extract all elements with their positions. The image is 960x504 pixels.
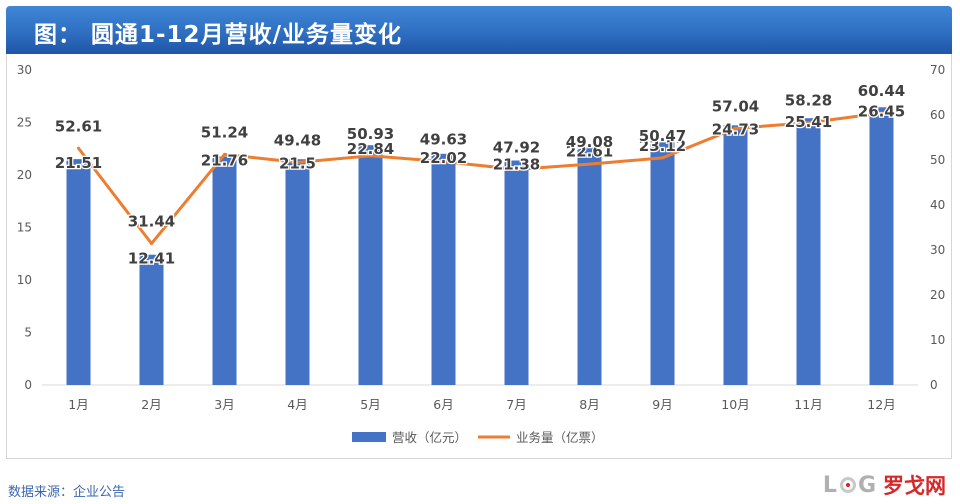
x-tick-label: 4月 [287,397,307,412]
bar [504,160,529,385]
x-tick-label: 7月 [506,397,526,412]
logo-o-icon [839,477,856,493]
bar-value-label: 22.84 [347,140,394,158]
bar-value-label: 21.38 [493,156,540,174]
line-value-label: 47.92 [493,138,540,156]
line-value-label: 49.48 [274,131,321,149]
y-left-tick-label: 0 [24,378,32,392]
bar [66,159,91,385]
y-right-tick-label: 50 [930,153,945,167]
line-point [661,156,664,160]
bar [650,142,675,385]
y-right-tick-label: 30 [930,243,945,257]
y-right-tick-label: 60 [930,108,945,122]
y-left-tick-label: 25 [17,116,32,130]
line-value-label: 51.24 [201,123,248,141]
series-line [77,111,883,246]
line-point [296,160,299,164]
line-point [588,162,591,166]
legend-line-label: 业务量（亿票） [516,430,604,445]
bar-value-label: 25.41 [785,113,832,131]
bar-value-label: 22.02 [420,149,467,167]
line-value-label: 50.47 [639,127,686,145]
x-tick-label: 6月 [433,397,453,412]
x-tick-label: 9月 [652,397,672,412]
bar [577,147,602,385]
y-right-tick-label: 20 [930,288,945,302]
line-point [150,242,153,246]
bar-value-label: 23.12 [639,137,686,155]
y-right-tick-label: 40 [930,198,945,212]
line-value-label: 49.08 [566,133,613,151]
y-left-tick-label: 5 [24,326,32,340]
bar [212,156,237,385]
line-value-label: 52.61 [55,117,102,135]
logo-letter-l: L [822,472,838,498]
y-right-tick-label: 0 [930,378,938,392]
line-point [734,126,737,130]
bar [431,153,456,385]
x-tick-label: 11月 [794,397,822,412]
bar [796,118,821,385]
x-tick-label: 8月 [579,397,599,412]
bar-value-label: 21.76 [201,152,248,170]
bar [869,107,894,386]
bar [139,254,164,385]
line-value-label: 50.93 [347,125,394,143]
logo: L G 罗戈网 [823,470,946,500]
line-value-label: 60.44 [858,82,905,100]
line-point [442,160,445,164]
line-value-label: 57.04 [712,97,759,115]
line-point [515,167,518,171]
y-right-tick-label: 10 [930,333,945,347]
line-point [223,152,226,156]
y-left-tick-label: 10 [17,273,32,287]
x-tick-label: 10月 [721,397,749,412]
bar [285,159,310,385]
y-left-tick-label: 20 [17,168,32,182]
bar [358,145,383,385]
bar-value-label: 12.41 [128,250,175,268]
line-value-label: 31.44 [128,213,175,231]
line-value-label: 58.28 [785,92,832,110]
y-left-tick-label: 30 [17,63,32,77]
bar-value-label: 26.45 [858,102,905,120]
bar-value-label: 22.61 [566,143,613,161]
logo-latin: L G [823,473,877,498]
x-tick-label: 1月 [68,397,88,412]
line-point [880,111,883,115]
x-tick-label: 3月 [214,397,234,412]
x-tick-label: 5月 [360,397,380,412]
y-left-tick-label: 15 [17,221,32,235]
bar-value-label: 24.73 [712,120,759,138]
chart-frame [6,54,952,459]
line-point [369,154,372,158]
legend-bar-label: 营收（亿元） [392,430,467,445]
line-value-label: 49.63 [420,131,467,149]
bar-value-label: 21.51 [55,154,102,172]
y-right-tick-label: 70 [930,63,945,77]
source-note: 数据来源：企业公告 [8,485,126,500]
legend-bar-swatch [352,432,386,442]
title-bar: 图： 圆通1-12月营收/业务量变化 [6,6,952,54]
bar-value-label: 21.5 [279,154,316,172]
line-point [77,146,80,150]
logo-cn: 罗戈网 [883,474,946,498]
line-point [807,121,810,125]
logo-letter-g: G [857,472,877,498]
bar [723,125,748,386]
x-tick-label: 2月 [141,397,161,412]
chart-title: 图： 圆通1-12月营收/业务量变化 [34,22,402,48]
x-tick-label: 12月 [867,397,895,412]
